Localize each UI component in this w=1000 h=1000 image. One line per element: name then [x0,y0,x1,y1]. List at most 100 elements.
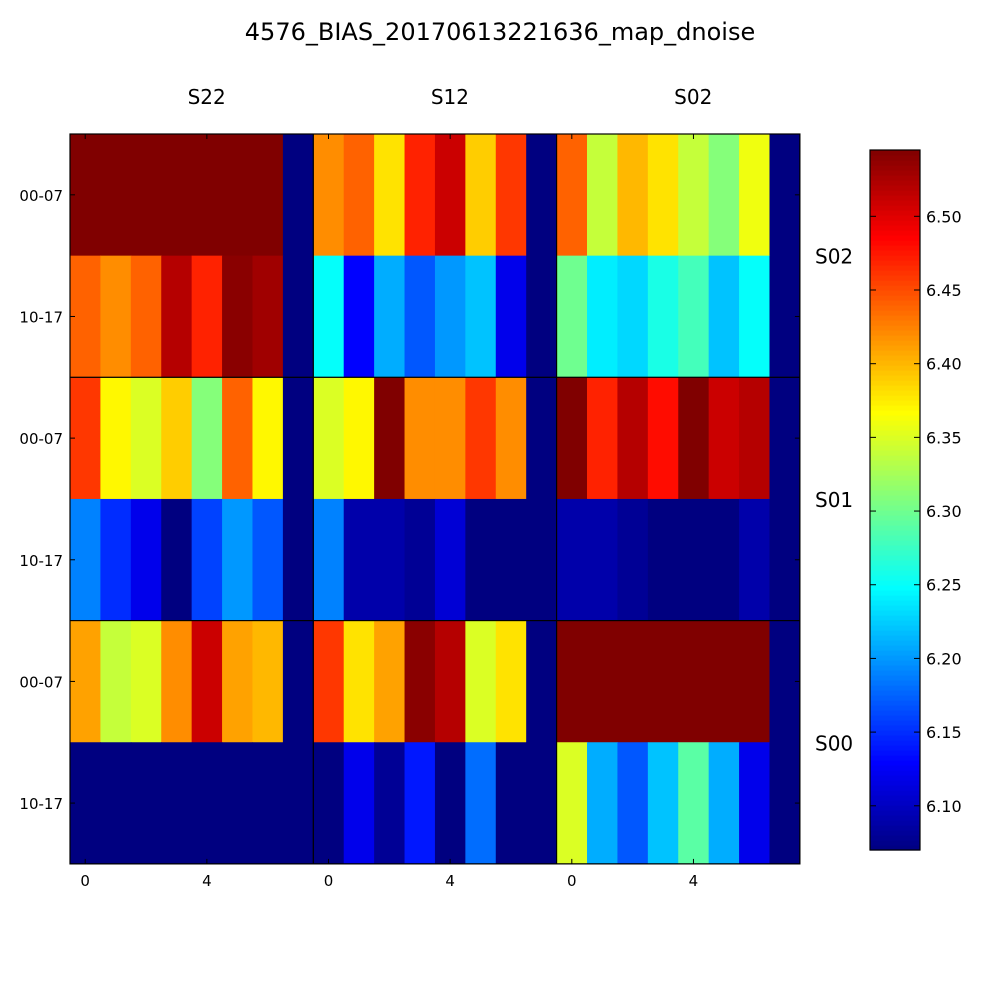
x-tick-label: 4 [202,872,212,890]
colorbar-segment [870,310,920,316]
colorbar-segment [870,725,920,731]
colorbar-segment [870,495,920,501]
colorbar-segment [870,490,920,496]
colorbar-tick-label: 6.30 [926,502,962,521]
colorbar-segment [870,710,920,716]
cell-s00-s12-bottom-7 [526,742,558,865]
colorbar-tick-label: 6.40 [926,355,962,374]
colorbar-segment [870,215,920,221]
cell-s02-s02-bottom-1 [587,255,619,378]
colorbar-segment [870,595,920,601]
colorbar-segment [870,735,920,741]
cell-s02-s12-top-4 [434,134,466,257]
cell-s02-s22-top-2 [130,134,162,257]
cell-s01-s02-top-1 [587,377,619,500]
colorbar-segment [870,755,920,761]
cell-s02-s02-top-0 [556,134,588,257]
cell-s02-s22-top-3 [161,134,193,257]
colorbar: 6.10 6.15 6.20 6.25 6.30 6.35 6.40 6.45 6.50 [869,149,962,851]
column-label-s02: S02 [674,85,712,109]
colorbar-segment [870,170,920,176]
cell-s02-s02-bottom-2 [617,255,649,378]
colorbar-segment [870,280,920,286]
colorbar-segment [870,270,920,276]
colorbar-segment [870,675,920,681]
colorbar-segment [870,210,920,216]
colorbar-segment [870,615,920,621]
colorbar-segment [870,845,920,851]
colorbar-segment [870,180,920,186]
colorbar-segment [870,630,920,636]
cell-s01-s22-top-4 [191,377,223,500]
colorbar-segment [870,715,920,721]
cell-s02-s02-top-3 [647,134,679,257]
cell-s02-s02-bottom-6 [739,255,771,378]
colorbar-segment [870,285,920,291]
cell-s01-s22-bottom-1 [100,498,132,622]
colorbar-segment [870,510,920,516]
colorbar-segment [870,475,920,481]
cell-s02-s12-bottom-6 [495,255,527,378]
cell-s02-s22-bottom-4 [191,255,223,378]
cell-s01-s12-bottom-0 [313,498,345,622]
cell-s01-s02-top-2 [617,377,649,500]
colorbar-segment [870,155,920,161]
cell-s01-s02-top-5 [708,377,740,500]
cell-s01-s22-top-5 [222,377,254,500]
cell-s01-s02-bottom-2 [617,498,649,622]
colorbar-segment [870,835,920,841]
cell-s01-s02-bottom-0 [556,498,588,622]
cell-s02-s02-top-6 [739,134,771,257]
colorbar-segment [870,160,920,166]
cell-s01-s22-top-0 [70,377,102,500]
x-tick-label: 0 [80,872,90,890]
colorbar-segment [870,505,920,511]
cell-s02-s02-bottom-5 [708,255,740,378]
cell-s02-s12-top-2 [374,134,406,257]
colorbar-segment [870,660,920,666]
cell-s02-s22-top-1 [100,134,132,257]
cell-s02-s12-bottom-1 [343,255,375,378]
colorbar-tick-label: 6.50 [926,207,962,226]
cell-s01-s22-bottom-0 [70,498,102,622]
colorbar-segment [870,815,920,821]
cell-s01-s02-bottom-4 [678,498,710,622]
colorbar-segment [870,200,920,206]
colorbar-segment [870,335,920,341]
colorbar-segment [870,440,920,446]
cell-s01-s22-bottom-7 [282,498,314,622]
cell-s00-s22-top-7 [282,620,314,743]
cell-s00-s12-top-4 [434,620,466,743]
colorbar-segment [870,220,920,226]
cell-s00-s22-top-0 [70,620,102,743]
colorbar-segment [870,740,920,746]
column-label-s22: S22 [188,85,226,109]
colorbar-segment [870,460,920,466]
cell-s02-s02-top-2 [617,134,649,257]
cell-s01-s22-bottom-3 [161,498,193,622]
cell-s01-s22-bottom-2 [130,498,162,622]
cell-s00-s12-bottom-4 [434,742,466,865]
cell-s01-s22-top-2 [130,377,162,500]
colorbar-segment [870,485,920,491]
cell-s02-s02-bottom-3 [647,255,679,378]
colorbar-segment [870,425,920,431]
colorbar-segment [870,530,920,536]
cell-s00-s22-top-2 [130,620,162,743]
colorbar-segment [870,235,920,241]
cell-s00-s02-top-3 [647,620,679,743]
cell-s01-s02-top-3 [647,377,679,500]
cell-s01-s12-bottom-5 [465,498,497,622]
colorbar-segment [870,600,920,606]
colorbar-tick-label: 6.35 [926,428,962,447]
cell-s00-s02-bottom-2 [617,742,649,865]
cell-s01-s22-top-7 [282,377,314,500]
colorbar-segment [870,775,920,781]
cell-s02-s02-top-1 [587,134,619,257]
cell-s02-s22-bottom-7 [282,255,314,378]
colorbar-segment [870,555,920,561]
cell-s02-s22-top-0 [70,134,102,257]
colorbar-segment [870,780,920,786]
colorbar-segment [870,205,920,211]
colorbar-tick-label: 6.10 [926,797,962,816]
